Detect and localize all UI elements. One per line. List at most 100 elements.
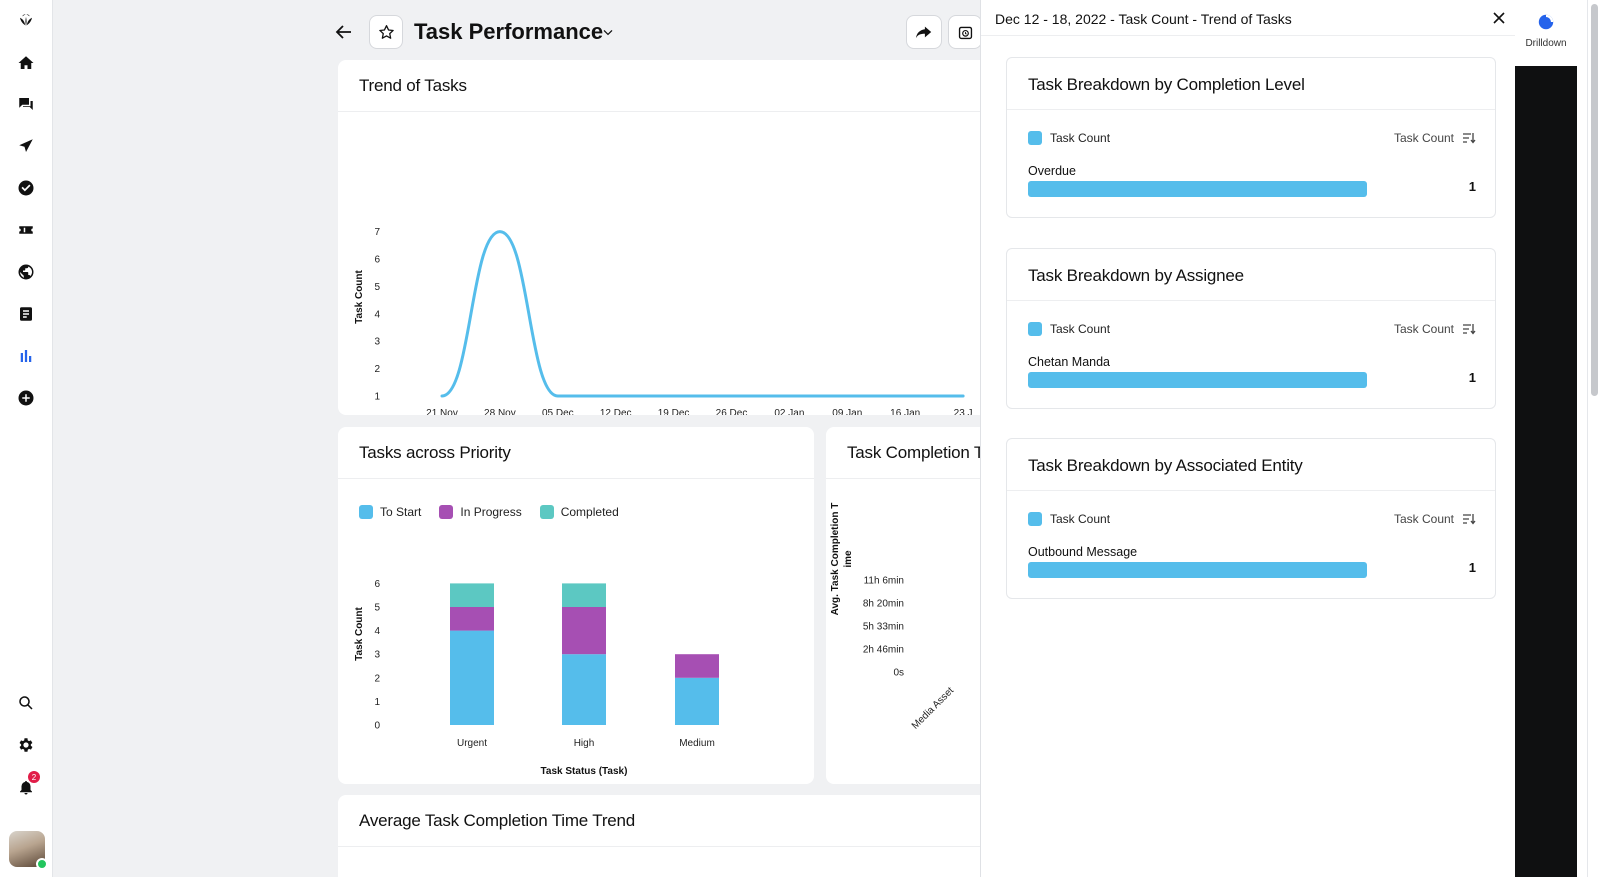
trend-line-chart[interactable]: 1 2 3 4 5 6 7 21 Nov 28 Nov 05 Dec 12 Dec 19 Dec 26 …: [338, 115, 988, 415]
breakdown-bar[interactable]: [1028, 562, 1367, 578]
bar-segment: [450, 583, 494, 607]
y-axis-title: Task Count: [354, 269, 365, 323]
chat-icon[interactable]: [14, 92, 38, 116]
y-tick-label: 5: [374, 282, 380, 293]
y-tick-label: 7: [374, 227, 380, 238]
y-tick-label: 2: [374, 364, 380, 375]
priority-stacked-bar-chart[interactable]: 0 1 2 3 4 5 6 Urgent High Medium Task Status (Task…: [338, 524, 814, 784]
chart-legend[interactable]: Task Count: [1028, 322, 1110, 336]
y-tick-label: 4: [374, 626, 380, 637]
chart-legend[interactable]: Task Count: [1028, 131, 1110, 145]
schedule-button[interactable]: [948, 15, 982, 49]
legend-swatch: [1028, 322, 1042, 336]
y-tick-label: 4: [374, 309, 380, 320]
legend-swatch: [359, 505, 373, 519]
y-tick-label: 3: [374, 337, 380, 348]
close-icon[interactable]: [1491, 10, 1507, 26]
check-circle-icon[interactable]: [14, 176, 38, 200]
breakdown-card-title: Task Breakdown by Associated Entity: [1028, 456, 1303, 475]
breakdown-bar-track: [1028, 372, 1367, 388]
task-completion-card: Task Completion T 0s 2h 46min 5h 33min 8h 2…: [826, 427, 996, 784]
legend-swatch: [439, 505, 454, 519]
y-tick-label: 2: [374, 673, 380, 684]
favorite-button[interactable]: [369, 15, 403, 49]
avatar[interactable]: [9, 831, 48, 870]
x-axis-title: Task Status (Task): [541, 766, 628, 777]
bar-segment: [562, 607, 606, 655]
y-tick-label: 5: [374, 603, 380, 614]
legend-item[interactable]: Completed: [539, 505, 619, 519]
calendar-clock-icon: [958, 26, 972, 39]
y-tick-label: 3: [374, 650, 380, 661]
legend-label: Task Count: [1050, 322, 1111, 336]
x-tick-label: High: [574, 738, 595, 749]
breakdown-card: Task Breakdown by Assignee Task Count Task…: [1006, 248, 1496, 409]
divider: [338, 846, 988, 847]
drilldown-tab[interactable]: Drilldown: [1515, 0, 1577, 66]
send-icon[interactable]: [14, 134, 38, 158]
legend-label: Completed: [560, 505, 619, 519]
card-title: Tasks across Priority: [359, 443, 511, 462]
breakdown-bar[interactable]: [1028, 181, 1367, 197]
online-status-dot: [36, 858, 48, 870]
bell-icon[interactable]: 2: [14, 771, 40, 799]
average-completion-trend-card: Average Task Completion Time Trend: [338, 795, 988, 877]
gear-icon[interactable]: [14, 733, 38, 757]
sort-control[interactable]: Task Count: [1394, 322, 1476, 336]
y-tick-label: 8h 20min: [863, 599, 904, 610]
sort-control[interactable]: Task Count: [1394, 512, 1476, 526]
rail-background: [1515, 66, 1577, 877]
drawer-title: Dec 12 - 18, 2022 - Task Count - Trend o…: [995, 11, 1292, 27]
x-tick-label: 09 Jan: [832, 408, 862, 415]
breakdown-value: 1: [1468, 560, 1476, 575]
scrollbar-thumb[interactable]: [1591, 4, 1598, 396]
clipboard-icon[interactable]: [14, 302, 38, 326]
x-tick-label: Urgent: [457, 738, 487, 749]
sort-control[interactable]: Task Count: [1394, 131, 1476, 145]
bar-chart-icon[interactable]: [14, 344, 38, 368]
y-tick-label: 0s: [893, 668, 904, 679]
legend-swatch: [539, 505, 554, 519]
x-tick-label: 19 Dec: [658, 408, 690, 415]
share-button[interactable]: [906, 15, 942, 49]
divider: [338, 111, 988, 112]
x-tick-label: 28 Nov: [484, 408, 516, 415]
sort-icon: [1463, 133, 1476, 144]
legend-label: To Start: [380, 505, 422, 519]
breakdown-bar[interactable]: [1028, 372, 1367, 388]
trend-series-line: [440, 230, 965, 398]
home-icon[interactable]: [14, 51, 38, 75]
breakdown-bar-track: [1028, 562, 1367, 578]
breakdown-card-title: Task Breakdown by Assignee: [1028, 266, 1244, 285]
divider: [1007, 490, 1495, 491]
scrollbar[interactable]: [1587, 0, 1600, 877]
bar-segment: [675, 677, 719, 725]
breakdown-value: 1: [1468, 179, 1476, 194]
sort-label: Task Count: [1393, 131, 1454, 145]
back-arrow-icon[interactable]: [334, 22, 354, 42]
add-circle-icon[interactable]: [14, 386, 38, 410]
chevron-down-icon[interactable]: [598, 22, 618, 42]
trend-of-tasks-card: Trend of Tasks 1 2 3 4 5 6 7 21 Nov 28 Nov 05 Dec…: [338, 60, 988, 415]
logo-icon[interactable]: [14, 8, 38, 32]
chart-legend[interactable]: Task Count: [1028, 512, 1110, 526]
legend-item[interactable]: In Progress: [439, 505, 522, 519]
search-icon[interactable]: [14, 691, 38, 715]
breakdown-card: Task Breakdown by Associated Entity Task …: [1006, 438, 1496, 599]
legend-item[interactable]: To Start: [359, 505, 421, 519]
y-tick-label: 2h 46min: [863, 645, 904, 656]
ticket-icon[interactable]: [14, 218, 38, 242]
completion-time-chart[interactable]: 0s 2h 46min 5h 33min 8h 20min 11h 6min Avg. T…: [826, 479, 996, 739]
globe-icon[interactable]: [14, 260, 38, 284]
x-tick-label: 12 Dec: [600, 408, 632, 415]
y-axis-title: Avg. Task Completion T: [830, 503, 841, 616]
divider: [1007, 300, 1495, 301]
x-tick-label: Media Asset: [910, 685, 956, 731]
bar-segment: [675, 654, 719, 678]
card-title: Task Completion T: [847, 443, 985, 462]
y-axis-title: Task Count: [354, 606, 365, 660]
x-tick-label: 16 Jan: [890, 408, 920, 415]
sort-label: Task Count: [1393, 512, 1454, 526]
breakdown-card-title: Task Breakdown by Completion Level: [1028, 75, 1305, 94]
bar-segment: [562, 583, 606, 607]
